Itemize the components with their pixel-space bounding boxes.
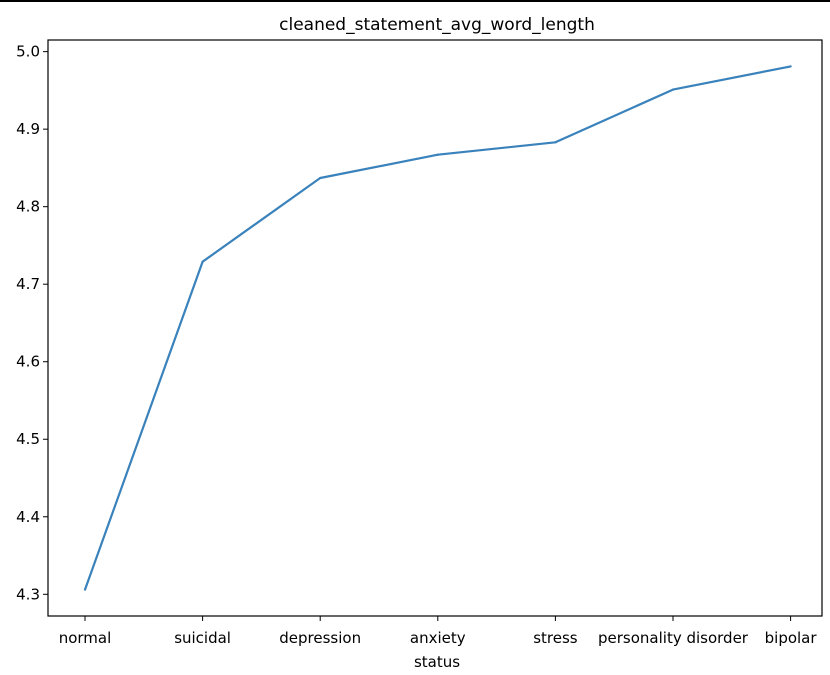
data-point bbox=[554, 141, 557, 144]
y-tick-label: 4.5 bbox=[16, 430, 40, 448]
y-tick-label: 4.3 bbox=[16, 585, 40, 603]
data-point bbox=[201, 260, 204, 263]
x-tick-label: normal bbox=[59, 629, 112, 647]
y-tick-label: 4.8 bbox=[16, 198, 40, 216]
x-axis-label: status bbox=[414, 653, 460, 671]
x-axis: normal suicidal depression anxiety stress per… bbox=[59, 616, 818, 647]
x-tick-label: suicidal bbox=[174, 629, 231, 647]
y-tick-label: 4.6 bbox=[16, 353, 40, 371]
y-tick-label: 4.7 bbox=[16, 275, 40, 293]
x-tick-label: personality disorder bbox=[598, 629, 749, 647]
plot-area bbox=[83, 65, 792, 591]
y-tick-label: 4.4 bbox=[16, 508, 40, 526]
y-axis: 4.3 4.4 4.5 4.6 4.7 4.8 4.9 5.0 bbox=[16, 43, 48, 603]
top-border bbox=[0, 0, 830, 2]
x-tick-label: depression bbox=[279, 629, 361, 647]
y-tick-label: 5.0 bbox=[16, 43, 40, 61]
y-tick-label: 4.9 bbox=[16, 120, 40, 138]
data-point bbox=[789, 65, 792, 68]
data-point bbox=[319, 176, 322, 180]
chart-title: cleaned_statement_avg_word_length bbox=[279, 15, 595, 35]
plot-frame bbox=[47, 39, 823, 617]
data-point bbox=[83, 588, 87, 591]
x-tick-label: stress bbox=[533, 629, 578, 647]
x-tick-label: anxiety bbox=[410, 629, 466, 647]
series-line bbox=[83, 65, 791, 590]
x-tick-label: bipolar bbox=[765, 629, 818, 647]
data-point bbox=[436, 153, 439, 156]
data-point bbox=[671, 88, 675, 91]
